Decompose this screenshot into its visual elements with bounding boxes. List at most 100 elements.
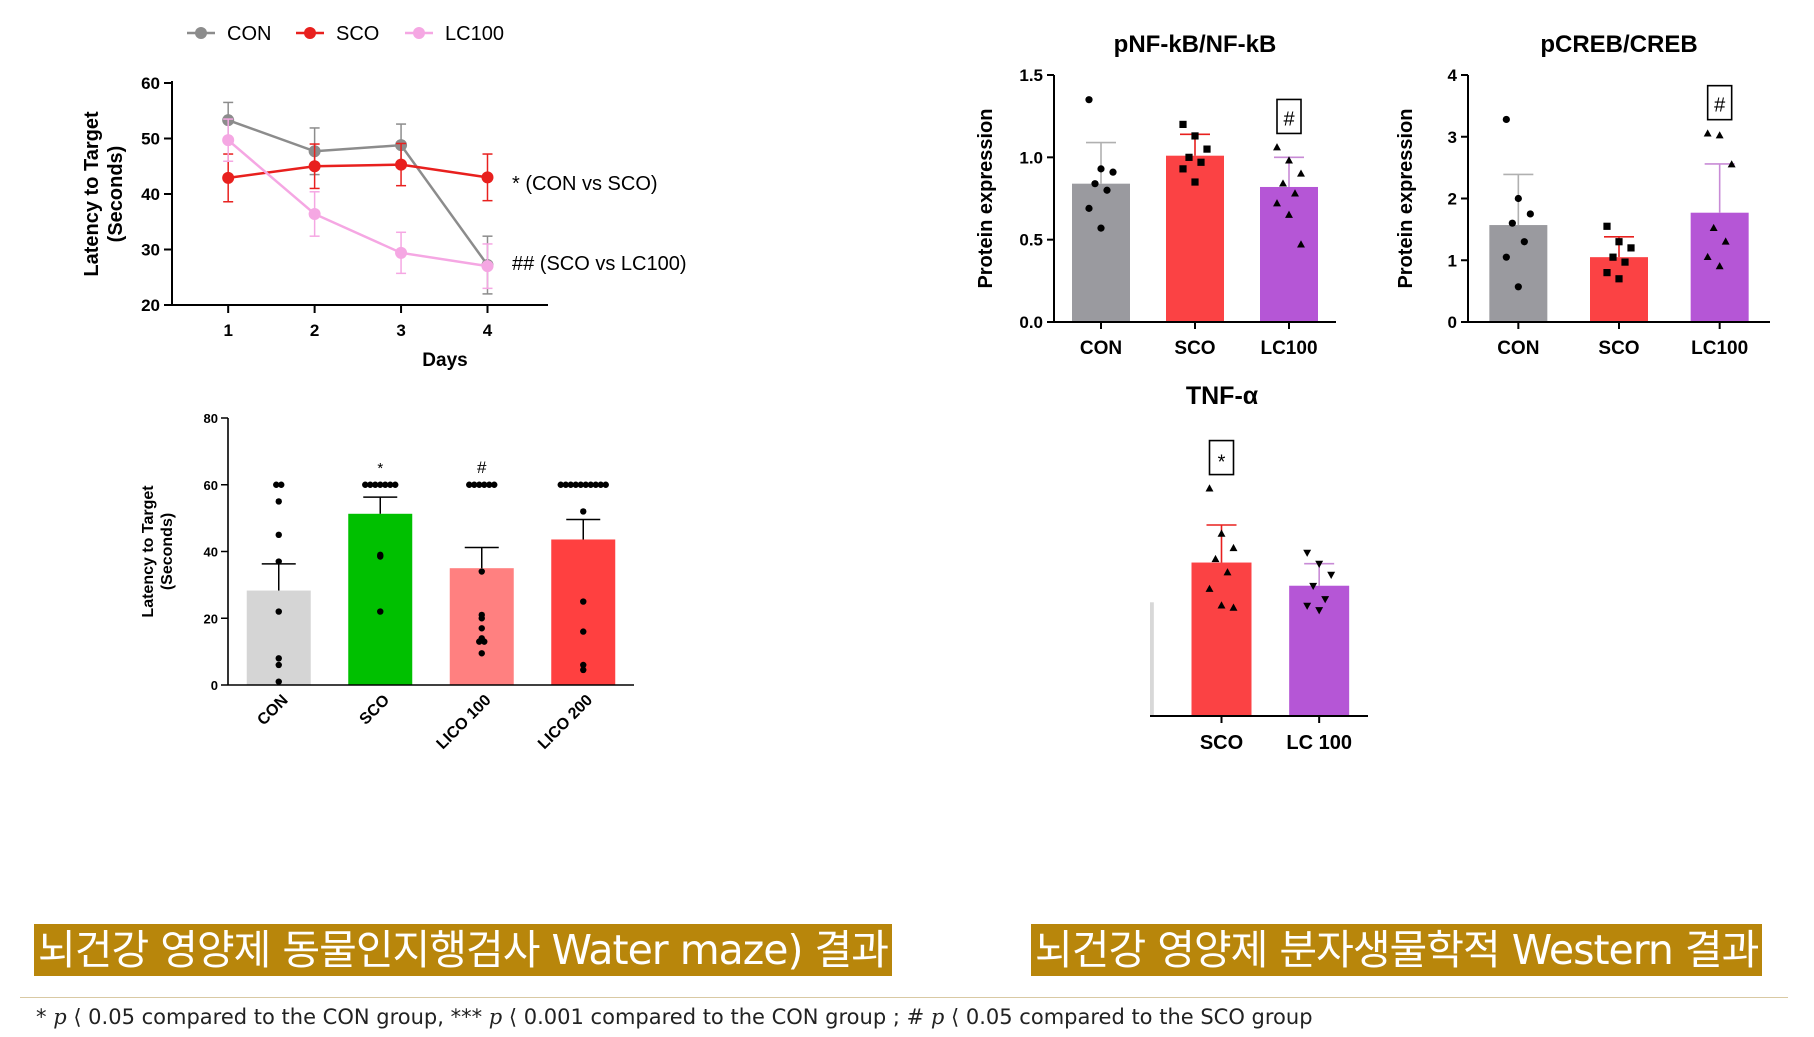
probe-test-bar-chart: CON * SCO # LICO 100 LICO 200 0 20 40 60 80 Latency… [140,411,634,753]
data-point [587,481,594,488]
data-point [275,678,282,685]
annotation-sco-vs-lc100: ## (SCO vs LC100) [512,253,687,275]
x-tick-label: 4 [483,321,493,340]
data-point [1627,244,1635,252]
data-point [1091,180,1099,188]
bar-con [1072,183,1130,322]
data-point [580,661,587,669]
data-point [491,481,498,488]
data-point [602,481,609,488]
data-point [1211,554,1220,563]
data-point [1615,275,1623,283]
data-point [1514,283,1522,291]
data-point [478,625,485,632]
data-point [1205,584,1214,592]
legend-marker [195,27,207,39]
data-point [1197,158,1205,166]
significance-box [1208,439,1235,476]
bar-sco [1590,257,1648,322]
data-point [1097,165,1105,173]
data-point [1291,189,1299,197]
data-point [1721,237,1730,245]
data-point [273,481,280,488]
footnote-divider [20,997,1788,998]
bar-con [246,590,311,685]
y-tick-label: 60 [204,478,218,493]
y-tick-label: 2 [1448,190,1457,209]
data-point [1603,222,1611,230]
data-point [1279,179,1287,187]
x-tick-label: LC100 [1691,338,1748,359]
data-point-sco [395,158,408,171]
x-tick-label: 3 [396,321,405,340]
data-point [486,481,493,488]
data-point [1273,143,1281,151]
data-point [1103,186,1111,194]
data-point [1709,223,1718,232]
x-tick-label: 2 [310,321,319,340]
x-tick-label: CON [1497,338,1539,359]
y-tick-label: 0 [211,678,218,693]
western-result-banner: 뇌건강 영양제 분자생물학적 Western 결과 [1031,924,1763,976]
data-point [1285,210,1293,218]
bar-lico-200 [551,539,616,685]
data-point [580,508,587,515]
data-point [1297,169,1305,177]
data-point [278,481,285,488]
data-point [362,481,369,488]
x-tick-label: LC100 [1260,338,1317,359]
bar-con [1489,225,1548,322]
data-point [1223,568,1232,576]
data-point [275,558,282,565]
x-tick-label: SCO [1174,338,1215,359]
data-point [377,481,384,488]
x-tick-label: LICO 100 [434,692,495,753]
data-point [1514,194,1522,203]
data-point [1715,131,1724,139]
data-point [1203,145,1211,153]
y-tick-label: 20 [141,296,160,315]
data-point [567,481,574,488]
data-point [275,655,282,662]
chart-title: TNF-α [1186,382,1259,410]
y-tick-label: 3 [1448,128,1457,147]
data-point [1085,96,1093,104]
x-tick-label: 1 [223,321,232,340]
footnote-p-symbol-3: p [930,1005,945,1029]
pcreb-bar-chart-panel: pCREB/CREB CON SCO # LC100 0 1 2 3 4 Protein expre… [1370,10,1790,430]
data-point [1229,543,1238,552]
x-tick-label: SCO [1598,338,1639,359]
significance-mark: # [1714,95,1726,117]
footnote-part-1: * [36,1005,54,1029]
bar-sco [1191,562,1252,716]
data-point [1715,262,1724,270]
data-point [1179,165,1187,173]
y-tick-label: 1 [1448,251,1457,270]
y-tick-label: 30 [141,241,160,260]
y-tick-label: 50 [141,130,160,149]
chart-title: pCREB/CREB [1540,31,1697,58]
bar-sco [348,513,413,685]
data-point [580,628,587,635]
data-point [1217,529,1226,537]
pnfkb-bar-chart-panel: pNF-kB/NF-kB CON SCO # LC100 0.0 0.5 1.0 1.5 Prot… [960,10,1360,430]
footnote-part-2: ⟨ 0.05 compared to the CON group, *** [66,1005,489,1029]
bar-lc-100 [1289,585,1350,716]
significance-mark: # [477,458,487,477]
data-point [1703,252,1712,261]
data-point [597,481,604,488]
y-tick-label: 0.0 [1019,313,1043,332]
data-point [481,638,488,645]
data-point [372,481,379,488]
data-point [1179,120,1187,128]
data-point [1273,199,1281,207]
data-point [1191,178,1199,186]
y-tick-label: 60 [141,74,160,93]
legend-marker [413,27,425,39]
annotation-con-vs-sco: * (CON vs SCO) [512,173,658,195]
data-point [572,481,579,488]
significance-mark: * [1218,452,1226,474]
data-point [580,598,587,605]
data-point [577,481,584,488]
